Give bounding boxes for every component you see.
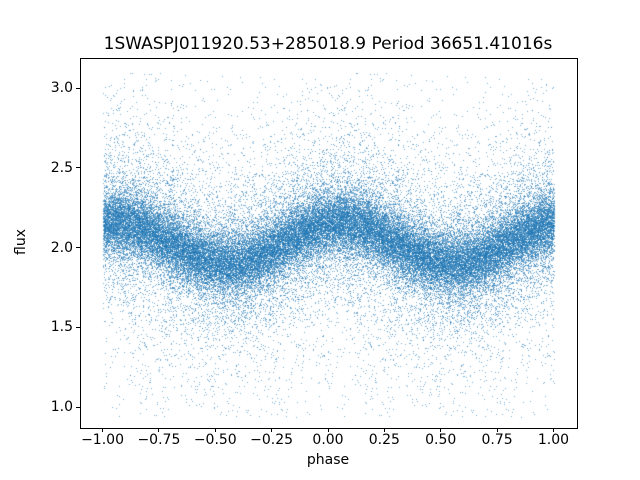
y-tick-label: 2.0	[50, 239, 73, 256]
y-tick-label: 3.0	[50, 80, 73, 97]
y-tick-label: 1.0	[50, 399, 73, 416]
y-tick	[76, 247, 80, 249]
x-tick-label: 0.00	[312, 432, 344, 448]
y-axis-label: flux	[13, 229, 29, 255]
x-tick	[158, 428, 160, 432]
x-tick-label: −1.00	[81, 432, 124, 448]
x-tick	[496, 428, 498, 432]
y-tick	[76, 87, 80, 89]
x-tick	[440, 428, 442, 432]
x-tick-label: −0.75	[137, 432, 181, 448]
x-tick	[383, 428, 385, 432]
x-tick-label: 1.00	[537, 432, 570, 448]
x-tick	[552, 428, 554, 432]
chart-title: 1SWASPJ011920.53+285018.9 Period 36651.4…	[103, 34, 553, 54]
y-tick-label: 2.5	[50, 159, 73, 176]
x-tick-label: −0.25	[250, 432, 294, 448]
x-tick	[327, 428, 329, 432]
x-tick-label: 0.25	[368, 432, 400, 448]
x-axis-label: phase	[306, 452, 350, 468]
y-tick-label: 1.5	[50, 319, 73, 336]
y-tick	[76, 167, 80, 169]
scatter-canvas	[81, 59, 577, 428]
y-tick	[76, 406, 80, 408]
x-tick-label: 0.75	[481, 432, 513, 448]
plot-area	[80, 58, 578, 429]
x-tick	[271, 428, 273, 432]
x-tick	[102, 428, 104, 432]
x-tick-label: 0.50	[425, 432, 457, 448]
y-tick	[76, 326, 80, 328]
x-tick	[214, 428, 216, 432]
x-tick-label: −0.50	[193, 432, 237, 448]
